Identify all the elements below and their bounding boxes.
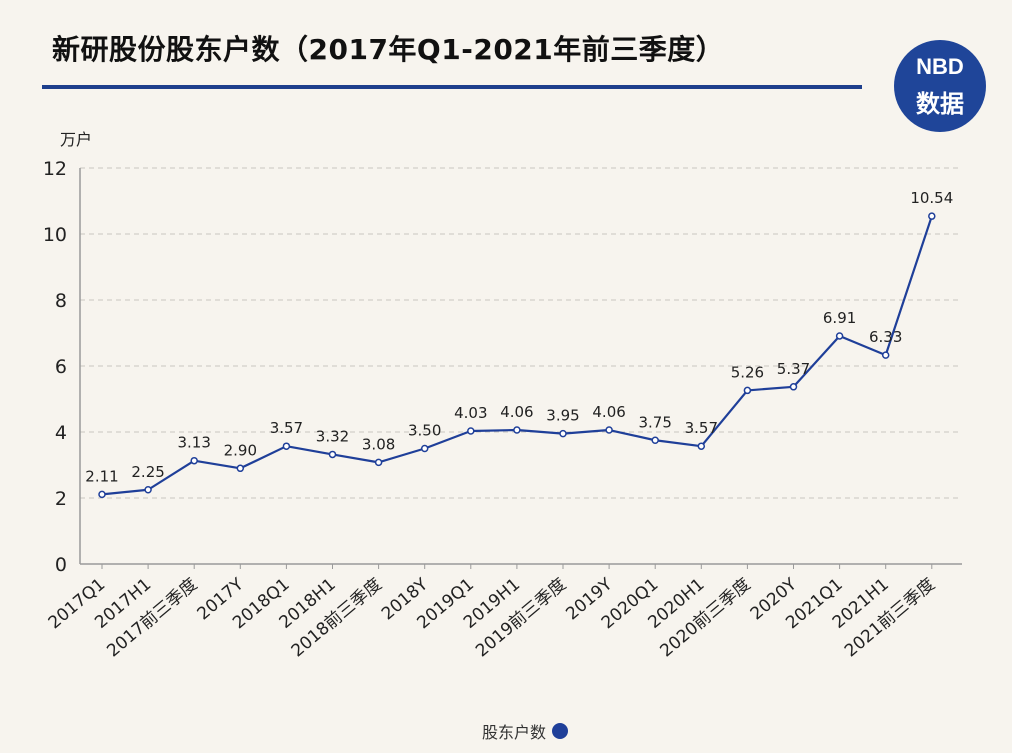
data-label: 4.03 [454, 404, 487, 422]
legend: 股东户数 [482, 719, 569, 743]
data-label: 3.08 [362, 435, 395, 453]
y-tick-label: 0 [55, 554, 67, 576]
logo-text-data: 数据 [916, 90, 964, 118]
data-label: 2.11 [85, 467, 118, 485]
data-label: 3.95 [546, 407, 579, 425]
legend-swatch [552, 723, 569, 739]
data-label: 4.06 [500, 403, 533, 421]
data-label: 3.57 [685, 419, 718, 437]
data-label: 3.32 [316, 427, 349, 445]
data-label: 10.54 [910, 189, 953, 207]
y-tick-label: 10 [43, 224, 67, 246]
data-point [881, 351, 890, 359]
y-tick-label: 12 [43, 158, 67, 180]
y-tick-label: 2 [55, 488, 67, 510]
data-point [835, 332, 844, 340]
data-label: 2.90 [224, 441, 257, 459]
data-point [743, 386, 752, 395]
data-label: 5.26 [731, 363, 764, 381]
data-point [651, 436, 659, 444]
y-tick-label: 4 [55, 422, 67, 444]
data-point [374, 458, 383, 467]
data-point [190, 456, 198, 465]
title-underline [42, 85, 862, 89]
data-point [144, 486, 152, 494]
data-label: 2.25 [131, 463, 164, 481]
y-tick-label: 6 [55, 356, 67, 378]
data-point [559, 429, 567, 438]
data-point [605, 426, 613, 434]
logo-text-nbd: NBD [916, 54, 964, 79]
data-point [789, 383, 798, 391]
data-label: 3.13 [177, 434, 210, 452]
nbd-logo: NBD 数据 [894, 40, 986, 132]
data-point [513, 426, 521, 434]
data-label: 3.50 [408, 422, 441, 440]
data-point [420, 444, 429, 453]
legend-label: 股东户数 [482, 723, 547, 742]
y-axis-unit-label: 万户 [60, 130, 93, 149]
data-point [98, 490, 106, 499]
data-point [697, 442, 706, 450]
data-point [928, 212, 936, 220]
data-point [282, 442, 291, 450]
data-label: 6.91 [823, 309, 856, 327]
data-label: 5.37 [777, 360, 810, 378]
data-point [467, 427, 475, 435]
data-label: 6.33 [869, 328, 902, 346]
data-point [328, 450, 337, 459]
data-label: 3.57 [270, 419, 303, 437]
data-point [236, 464, 245, 473]
y-tick-label: 8 [55, 290, 67, 312]
data-label: 3.75 [638, 413, 671, 431]
data-label: 4.06 [592, 403, 625, 421]
chart-title: 新研股份股东户数（2017年Q1-2021年前三季度） [52, 33, 725, 66]
